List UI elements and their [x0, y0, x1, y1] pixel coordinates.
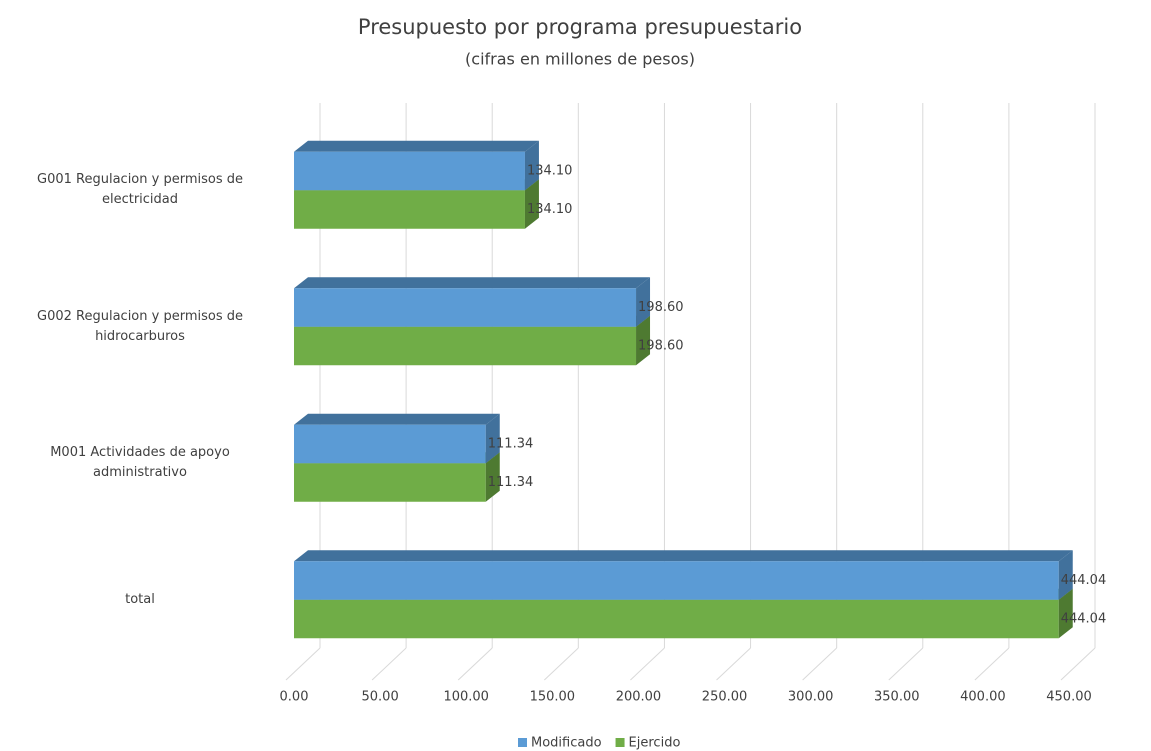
data-label: 444.04 — [1061, 573, 1107, 588]
x-tick-label: 50.00 — [362, 690, 399, 705]
floor-line — [888, 647, 924, 681]
floor-line — [371, 647, 407, 681]
x-tick-label: 150.00 — [530, 690, 576, 705]
bar — [294, 599, 1059, 639]
x-tick-label: 250.00 — [702, 690, 748, 705]
data-label: 111.34 — [488, 437, 533, 452]
chart-title: Presupuesto por programa presupuestario — [358, 15, 802, 39]
bar-side — [636, 277, 651, 327]
x-tick-label: 200.00 — [616, 690, 662, 705]
bar — [294, 424, 486, 464]
data-label: 444.04 — [1061, 612, 1107, 627]
floor-line — [543, 647, 579, 681]
y-tick-label: M001 Actividades de apoyo administrativo — [50, 445, 230, 481]
bar — [294, 190, 525, 229]
bar-side — [1058, 588, 1073, 639]
y-tick-label: G002 Regulacion y permisos de hidrocarbu… — [37, 308, 243, 344]
bar-top — [294, 550, 1073, 562]
floor-line — [802, 647, 838, 681]
bar-top — [294, 140, 539, 152]
bar — [294, 288, 637, 327]
x-tick-label: 0.00 — [280, 690, 309, 705]
x-tick-label: 350.00 — [874, 690, 920, 705]
bar-side — [1058, 550, 1073, 600]
y-tick-label: G001 Regulacion y permisos de electricid… — [37, 172, 243, 208]
floor-line — [716, 647, 751, 681]
floor-line — [285, 647, 321, 681]
legend-label: Modificado — [531, 736, 602, 751]
data-label: 134.10 — [527, 164, 573, 179]
bar-side — [485, 413, 500, 464]
y-tick-label: total — [125, 591, 155, 607]
x-tick-label: 100.00 — [443, 690, 489, 705]
floor-line — [457, 647, 493, 681]
bar-side — [636, 315, 651, 366]
floor-line — [1060, 647, 1096, 681]
floor-line — [630, 647, 665, 681]
bar-side — [524, 140, 539, 191]
legend-swatch — [518, 738, 527, 747]
legend-swatch — [615, 738, 625, 747]
data-label: 134.10 — [527, 202, 573, 217]
chart-subtitle: (cifras en millones de pesos) — [465, 50, 695, 69]
bar — [294, 561, 1059, 600]
bar-side — [524, 179, 539, 229]
bar-side — [485, 452, 500, 502]
bar — [294, 463, 486, 502]
bar — [294, 326, 637, 366]
x-tick-label: 450.00 — [1046, 690, 1092, 705]
x-tick-label: 300.00 — [788, 690, 834, 705]
bar-top — [294, 413, 500, 425]
floor-line — [974, 647, 1010, 681]
data-label: 198.60 — [638, 339, 684, 354]
bar — [294, 151, 525, 191]
legend-label: Ejercido — [629, 736, 681, 751]
data-label: 111.34 — [488, 475, 533, 490]
bar-top — [294, 277, 651, 289]
x-tick-label: 400.00 — [960, 690, 1006, 705]
data-label: 198.60 — [638, 300, 684, 315]
